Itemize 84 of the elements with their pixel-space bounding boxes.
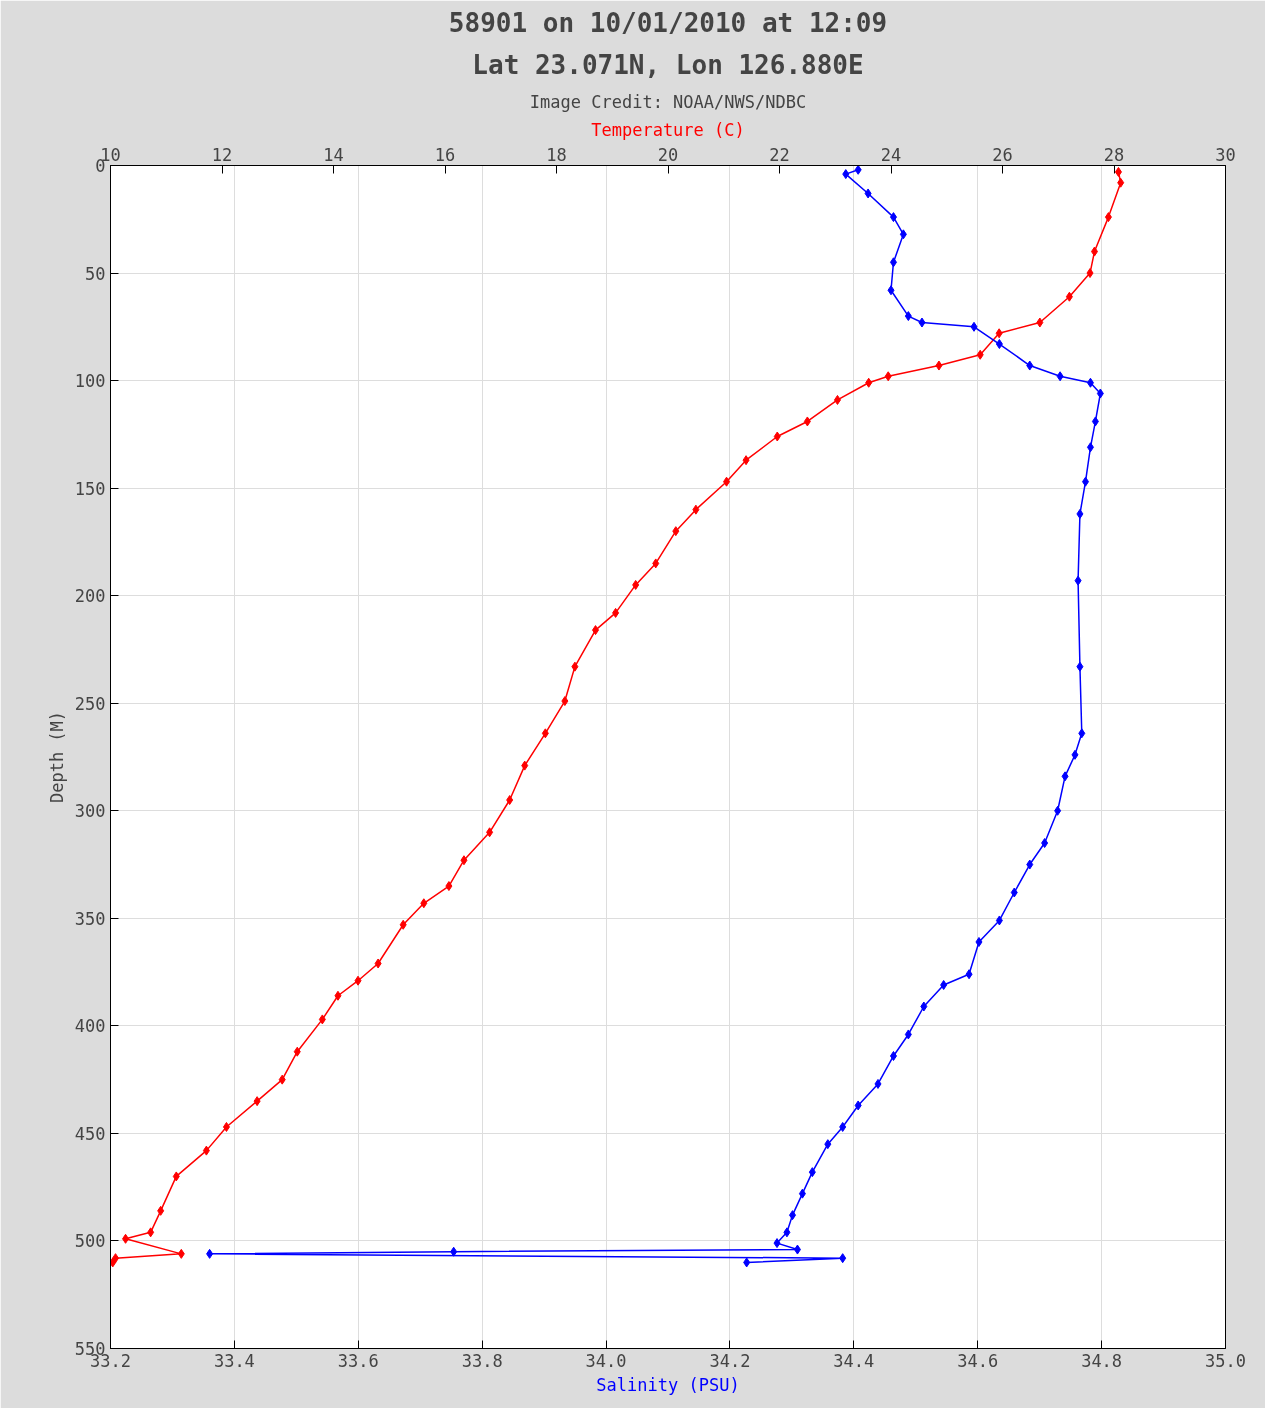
x2-tick-label: 20 <box>657 144 679 165</box>
x-tick-label: 35.0 <box>1205 1350 1246 1371</box>
x2-tick-label: 28 <box>1103 144 1125 165</box>
point <box>1010 887 1018 898</box>
point <box>1074 575 1082 586</box>
point <box>970 321 978 332</box>
x2-tick-label: 18 <box>546 144 567 165</box>
text: Image Credit: NOAA/NWS/NDBC <box>529 91 807 112</box>
chart-subtitle: Lat 23.071N, Lon 126.880E <box>472 49 864 80</box>
y-tick-label: 150 <box>74 478 106 499</box>
point <box>918 317 926 328</box>
point <box>1061 771 1069 782</box>
point <box>789 1210 797 1221</box>
x-tick-label: 33.6 <box>337 1350 379 1371</box>
chart-title: 58901 on 10/01/2010 at 12:09 <box>448 7 888 38</box>
x-tick-label: 34.8 <box>1081 1350 1123 1371</box>
x2-tick-label: 26 <box>992 144 1013 165</box>
point <box>783 1227 791 1238</box>
point <box>798 1188 806 1199</box>
point <box>920 1001 928 1012</box>
point <box>940 980 948 990</box>
x2-tick-label: 12 <box>211 144 233 165</box>
x2-axis-title: Temperature (C) <box>591 119 745 140</box>
point <box>1076 508 1084 519</box>
x-tick-label: 33.8 <box>461 1350 503 1371</box>
y-tick-label: 500 <box>74 1231 106 1252</box>
point <box>904 1029 912 1040</box>
point <box>874 1078 882 1089</box>
x-tick-label: 33.4 <box>213 1350 255 1371</box>
point <box>1041 838 1049 849</box>
point <box>1054 805 1062 816</box>
point <box>743 1257 751 1268</box>
point <box>808 1167 816 1178</box>
point <box>887 285 895 296</box>
x-tick-label: 34.4 <box>833 1350 875 1371</box>
x-axis-title: Salinity (PSU) <box>596 1374 740 1395</box>
y-tick-label: 250 <box>74 693 106 714</box>
y-tick-label: 100 <box>74 371 106 392</box>
x2-tick-label: 22 <box>769 144 790 165</box>
point <box>864 188 872 199</box>
y-tick-label: 50 <box>85 263 106 284</box>
point <box>450 1246 458 1257</box>
x2-tick-label: 16 <box>434 144 456 165</box>
point <box>1086 442 1094 453</box>
point <box>854 1100 862 1111</box>
point <box>975 936 983 947</box>
point <box>965 969 973 980</box>
point <box>1026 360 1034 371</box>
point <box>206 1248 214 1259</box>
point <box>889 1050 897 1061</box>
y-tick-label: 300 <box>74 801 106 822</box>
point <box>839 1253 847 1264</box>
x-tick-label: 34.6 <box>957 1350 999 1371</box>
point <box>889 257 897 268</box>
x2-tick-label: 30 <box>1215 144 1236 165</box>
point <box>1078 728 1086 739</box>
point <box>1086 377 1094 388</box>
point <box>839 1121 847 1132</box>
point <box>1071 749 1079 760</box>
point <box>824 1139 832 1150</box>
x2-tick-label: 24 <box>880 144 902 165</box>
point <box>889 212 897 223</box>
point <box>995 339 1003 350</box>
point <box>1096 388 1104 399</box>
y-axis-title: Depth (M) <box>46 710 67 804</box>
point <box>1026 859 1034 870</box>
point <box>899 229 907 240</box>
x-tick-label: 34.2 <box>709 1350 751 1371</box>
y-tick-label: 400 <box>74 1016 106 1037</box>
y-tick-label: 350 <box>74 908 106 929</box>
point <box>904 311 912 322</box>
point <box>1056 371 1064 382</box>
point <box>1091 416 1099 427</box>
point <box>995 915 1003 926</box>
y-tick-label: 450 <box>74 1123 106 1144</box>
point <box>854 165 862 175</box>
y-tick-label: 200 <box>74 586 106 607</box>
x-tick-label: 34.0 <box>585 1350 627 1371</box>
point <box>773 1238 781 1249</box>
point <box>1082 476 1090 487</box>
point <box>793 1244 801 1255</box>
point <box>1076 661 1084 672</box>
point <box>842 169 850 180</box>
x2-tick-label: 14 <box>323 144 344 165</box>
